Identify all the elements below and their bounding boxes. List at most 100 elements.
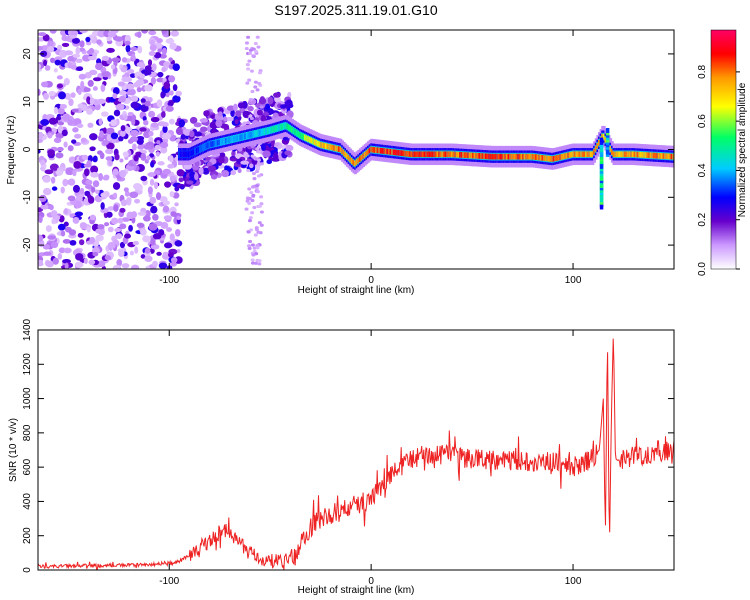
heatmap-cell [131,211,138,219]
heatmap-cell [89,97,95,106]
heatmap-cell [77,88,82,95]
heatmap-cell [230,169,237,176]
heatmap-cell [515,153,519,160]
heatmap-cell [136,31,142,38]
heatmap-cell [639,151,643,158]
heatmap-cell [121,57,128,63]
heatmap-cell [118,95,126,103]
heatmap-cell [40,204,49,210]
heatmap-cell [316,140,320,147]
heatmap-cell [325,143,328,149]
heatmap-cell [88,259,96,265]
heatmap-cell [244,41,249,45]
heatmap-cell [533,154,537,160]
heatmap-cell [75,253,84,261]
heatmap-cell [417,151,420,158]
heatmap-cell [318,141,322,148]
heatmap-cell [262,150,271,158]
heatmap-cell [68,156,77,164]
heatmap-cell [428,151,432,158]
heatmap-cell [660,153,664,159]
heatmap-cell [162,200,170,206]
heatmap-cell [142,235,151,243]
y-tick-label: 0 [22,146,33,152]
heatmap-cell [92,86,98,91]
heatmap-cell [169,175,177,182]
heatmap-cell [357,157,361,164]
heatmap-cell [95,62,103,71]
heatmap-cell [150,161,155,168]
heatmap-cell [157,48,162,53]
heatmap-cell [510,153,514,160]
heatmap-cell [60,230,66,237]
heatmap-cell [38,32,47,37]
heatmap-cell [220,139,223,145]
heatmap-cell [92,155,98,162]
heatmap-cell [407,151,411,157]
heatmap-cell [107,206,116,211]
heatmap-cell [57,121,65,126]
heatmap-cell [256,109,263,116]
heatmap-cell [247,218,252,223]
heatmap-cell [281,123,285,130]
heatmap-cell [643,152,647,158]
heatmap-cell [341,148,344,155]
heatmap-cell [467,152,470,159]
heatmap-cell [75,58,83,64]
heatmap-cell [247,197,252,201]
heatmap-cell [391,149,395,155]
heatmap-cell [575,151,579,158]
heatmap-cell [669,153,672,160]
heatmap-cell [150,76,156,85]
heatmap-cell [84,184,93,190]
heatmap-cell [148,223,158,231]
heatmap-cell [153,170,161,175]
heatmap-cell [541,154,545,161]
heatmap-cell [119,207,126,213]
heatmap-cell [262,129,265,135]
heatmap-cell [475,152,479,159]
heatmap-cell [119,169,127,178]
heatmap-cell [565,152,569,159]
heatmap-cell [87,79,94,87]
heatmap-cell [604,136,608,143]
heatmap-cell [67,119,74,126]
heatmap-cell [161,47,168,55]
heatmap-cell [371,146,375,153]
heatmap-cell [94,189,100,195]
snr-frame [37,329,675,571]
heatmap-cell [83,257,88,264]
heatmap-cell [132,240,139,246]
colorbar-gradient [710,29,737,270]
heatmap-cell [142,115,147,122]
heatmap-cell [128,224,133,232]
heatmap-cell [72,127,79,133]
heatmap-cell [198,167,204,175]
heatmap-cell [648,152,651,159]
heatmap-cell [250,211,255,215]
heatmap-cell [95,234,104,242]
heatmap-cell [118,249,125,258]
heatmap-cell [54,59,61,66]
heatmap-cell [156,77,165,83]
heatmap-cell [130,264,140,269]
heatmap-cell [236,135,239,141]
heatmap-cell [112,168,119,176]
heatmap-cell [137,211,147,216]
heatmap-cell [42,187,52,196]
heatmap-cell [189,116,198,124]
heatmap-cell [84,168,90,177]
heatmap-cell [615,151,619,158]
heatmap-cell [116,103,125,111]
heatmap-cell [436,151,440,158]
heatmap-cell [659,153,663,159]
heatmap-cell [251,54,256,58]
heatmap-cell [247,187,252,191]
heatmap-cell [250,131,254,138]
heatmap-cell [644,152,648,158]
x-tick-label: 100 [565,275,582,286]
heatmap-cell [155,192,161,201]
heatmap-cell [148,130,154,137]
heatmap-cell [106,127,115,135]
heatmap-cell [124,233,131,239]
